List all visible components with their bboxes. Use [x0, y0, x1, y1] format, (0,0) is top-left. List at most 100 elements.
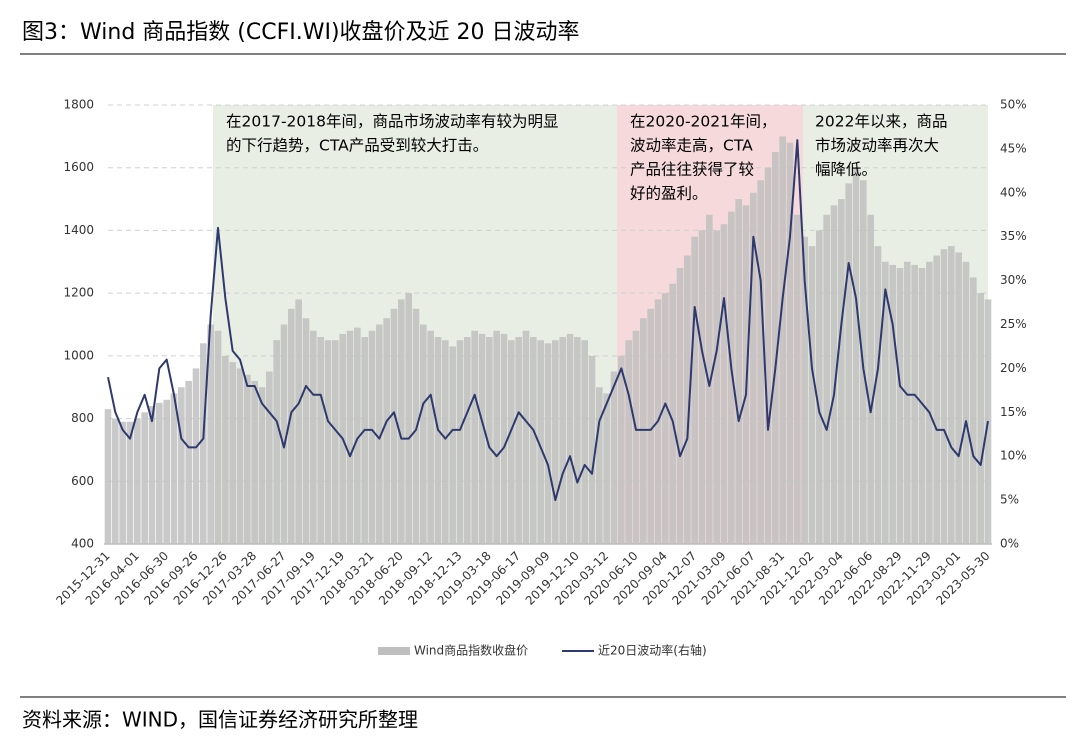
- index-bar: [420, 324, 427, 544]
- index-bar: [662, 293, 669, 544]
- index-bar: [449, 346, 456, 544]
- index-bar: [970, 277, 977, 544]
- index-bar: [962, 261, 970, 544]
- index-bar: [478, 333, 486, 544]
- y-tick-label: 1400: [63, 223, 94, 237]
- index-bar: [200, 343, 207, 544]
- index-bar: [581, 340, 588, 544]
- index-bar: [684, 255, 691, 544]
- index-bar: [552, 340, 559, 544]
- index-bar: [156, 402, 163, 544]
- index-bar: [244, 374, 251, 544]
- index-bar: [229, 362, 236, 544]
- index-bar: [640, 318, 647, 544]
- index-bar: [566, 333, 574, 544]
- index-bar: [273, 340, 280, 544]
- source: 资料来源：WIND，国信证券经济研究所整理: [22, 708, 418, 732]
- index-bar: [288, 308, 295, 544]
- index-bar: [955, 252, 962, 544]
- index-bar: [471, 330, 478, 544]
- annotation: 2022年以来，商品: [815, 113, 947, 131]
- y-tick-label: 1800: [63, 98, 94, 112]
- index-bar: [405, 293, 412, 544]
- index-bar: [911, 264, 918, 544]
- y2-tick-label: 5%: [1000, 493, 1019, 507]
- index-bar: [493, 330, 500, 544]
- index-bar: [588, 355, 596, 544]
- index-bar: [808, 246, 816, 544]
- y2-tick-label: 45%: [1000, 141, 1027, 155]
- index-bar: [816, 230, 823, 544]
- y2-tick-label: 0%: [1000, 537, 1019, 551]
- index-bar: [669, 283, 676, 544]
- index-bar: [486, 337, 493, 544]
- index-bar: [632, 330, 640, 544]
- annotation: 的下行趋势，CTA产品受到较大打击。: [226, 137, 488, 155]
- index-bar: [904, 261, 911, 544]
- index-bar: [266, 371, 273, 544]
- y2-tick-label: 35%: [1000, 229, 1027, 243]
- index-bar: [280, 324, 288, 544]
- index-bar: [852, 167, 860, 544]
- index-bar: [126, 421, 134, 544]
- y2-tick-label: 15%: [1000, 405, 1027, 419]
- index-bar: [933, 255, 940, 544]
- index-bar: [515, 337, 522, 544]
- index-bar: [207, 324, 214, 544]
- index-bar: [251, 380, 258, 544]
- index-bar: [508, 340, 515, 544]
- index-bar: [192, 368, 200, 544]
- index-bar: [522, 330, 530, 544]
- index-bar: [383, 318, 390, 544]
- index-bar: [398, 299, 405, 544]
- index-bar: [442, 340, 449, 544]
- annotation: 幅降低。: [815, 161, 877, 179]
- annotation: 波动率走高，CTA: [630, 137, 753, 155]
- index-bar: [867, 214, 874, 544]
- index-bar: [625, 340, 632, 544]
- index-bar: [596, 387, 603, 544]
- legend-label: Wind商品指数收盘价: [414, 643, 528, 658]
- index-bar: [735, 199, 742, 545]
- y2-tick-label: 20%: [1000, 361, 1027, 375]
- index-bar: [896, 268, 904, 544]
- index-bar: [977, 293, 984, 544]
- y2-tick-label: 10%: [1000, 449, 1027, 463]
- y-tick-label: 1600: [63, 160, 94, 174]
- annotation: 在2017-2018年间，商品市场波动率有较为明显: [226, 113, 559, 131]
- index-bar: [346, 330, 354, 544]
- index-bar: [354, 327, 361, 544]
- index-bar: [119, 421, 126, 544]
- index-bar: [537, 340, 544, 544]
- index-bar: [574, 337, 581, 544]
- index-bar: [838, 199, 845, 545]
- index-bar: [750, 192, 757, 545]
- index-bar: [940, 249, 948, 544]
- volatility-line: [107, 139, 989, 502]
- index-bar: [948, 246, 955, 544]
- index-bar: [368, 330, 376, 544]
- index-bar: [361, 337, 368, 544]
- y-tick-label: 1000: [63, 348, 94, 362]
- annotation: 好的盈利。: [630, 185, 708, 203]
- index-bar: [757, 180, 764, 544]
- annotation: 在2020-2021年间，: [630, 113, 777, 131]
- index-bar: [559, 337, 566, 544]
- index-bar: [214, 330, 222, 544]
- index-bar: [390, 308, 398, 544]
- y2-tick-label: 25%: [1000, 317, 1027, 331]
- legend-swatch: [378, 647, 410, 655]
- y2-tick-label: 40%: [1000, 185, 1027, 199]
- index-bar: [728, 211, 735, 544]
- index-bar: [720, 224, 728, 544]
- index-bar: [141, 412, 148, 544]
- index-bar: [691, 236, 698, 544]
- y-tick-label: 1200: [63, 286, 94, 300]
- index-bar: [676, 268, 684, 544]
- index-bar: [926, 261, 933, 544]
- index-bar: [434, 337, 442, 544]
- index-bar: [148, 406, 156, 544]
- y-tick-label: 800: [71, 411, 94, 425]
- index-bar: [332, 340, 339, 544]
- index-bar: [801, 236, 808, 544]
